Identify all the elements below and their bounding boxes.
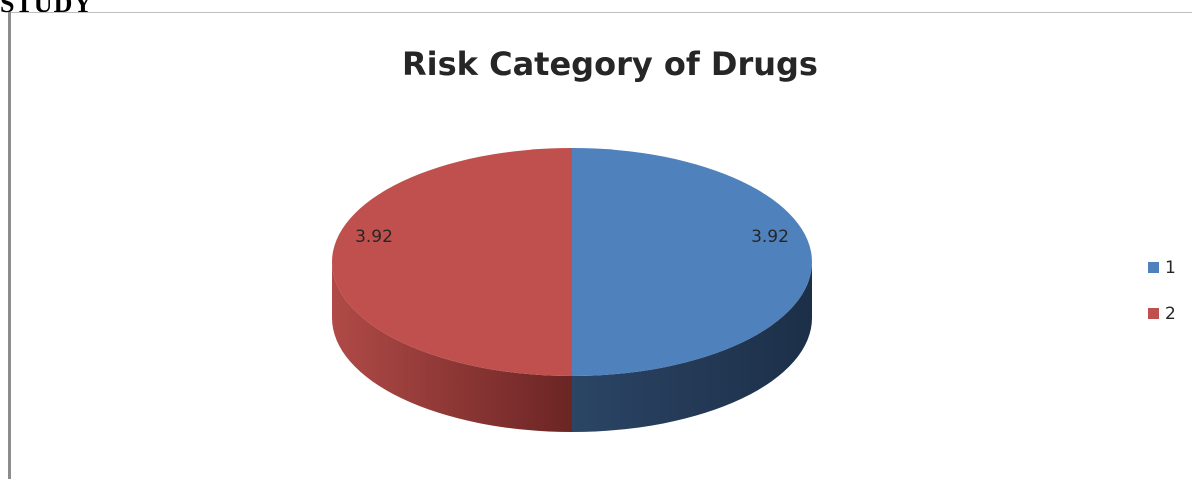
pie-slice-2	[332, 148, 572, 376]
legend-swatch-2	[1148, 308, 1159, 319]
chart-frame-top-border	[10, 12, 1192, 13]
legend-label-1: 1	[1165, 258, 1176, 278]
pie-slice-1	[572, 148, 812, 376]
chart-legend: 12	[1148, 258, 1176, 324]
chart-title: Risk Category of Drugs	[402, 45, 818, 83]
data-label-1: 3.92	[751, 227, 789, 247]
pie-group: 3.92 3.92	[332, 148, 812, 432]
pie-slice-side-1	[572, 262, 812, 432]
chart-frame-left-border	[8, 12, 11, 479]
data-label-2: 3.92	[355, 227, 393, 247]
legend-label-2: 2	[1165, 304, 1176, 324]
pie-slice-side-2	[332, 262, 572, 432]
legend-swatch-1	[1148, 262, 1159, 273]
